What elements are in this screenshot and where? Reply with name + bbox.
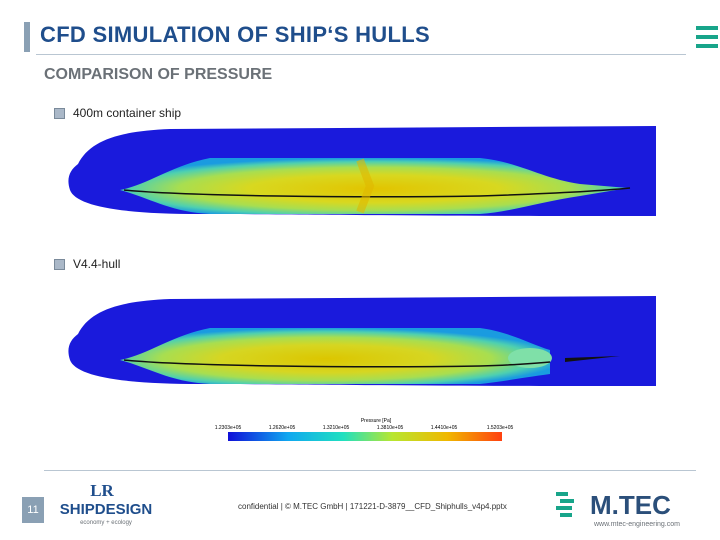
hull-1-pressure-plot: [68, 126, 656, 216]
bullet-hull-2: V4.4-hull: [54, 257, 120, 271]
legend-tick-4: 1.3810e+05: [377, 425, 404, 431]
page-title: CFD SIMULATION OF SHIP‘S HULLS: [40, 22, 430, 47]
legend-title: Pressure [Pa]: [361, 418, 392, 424]
svg-text:M.TEC: M.TEC: [590, 490, 671, 520]
legend-tick-5: 1.4410e+05: [431, 425, 458, 431]
bullet-hull-1: 400m container ship: [54, 106, 181, 120]
bullet-square-icon: [54, 107, 65, 119]
menu-icon[interactable]: [696, 26, 718, 53]
svg-text:LR: LR: [90, 481, 114, 500]
mtec-logo: M.TEC www.mtec-engineering.com: [556, 490, 680, 528]
hull-2-pressure-field: [120, 328, 550, 384]
page-number: 11: [22, 497, 44, 523]
bullet-hull-1-label: 400m container ship: [73, 106, 182, 120]
legend-tick-1: 1.2303e+05: [215, 425, 242, 431]
title-divider: [36, 54, 686, 55]
bullet-square-icon: [54, 258, 65, 270]
footer-divider: [44, 470, 696, 471]
pressure-legend: Pressure [Pa] 1.2303e+05 1.2620e+05 1.32…: [215, 418, 514, 441]
title-accent-bar: [24, 22, 30, 52]
svg-text:www.mtec-engineering.com: www.mtec-engineering.com: [593, 521, 680, 528]
hull-1-centerline: [356, 158, 375, 214]
legend-tick-2: 1.2620e+05: [269, 425, 296, 431]
mtec-emblem-icon: [556, 492, 574, 517]
footer-text: confidential | © M.TEC GmbH | 171221-D-3…: [238, 502, 507, 511]
hull-2-waterline: [123, 359, 551, 368]
legend-tick-6: 1.5203e+05: [487, 425, 514, 431]
legend-color-bar: [228, 432, 502, 441]
lr-shipdesign-logo: LR SHIPDESIGN economy + ecology: [60, 481, 153, 526]
legend-tick-3: 1.3210e+05: [323, 425, 350, 431]
hull-1-waterline: [123, 187, 631, 198]
svg-text:SHIPDESIGN: SHIPDESIGN: [60, 501, 153, 518]
hull-2-pressure-plot: [68, 296, 656, 386]
hull-2-skeg: [565, 356, 620, 362]
section-subtitle: COMPARISON OF PRESSURE: [44, 66, 273, 83]
svg-text:economy + ecology: economy + ecology: [80, 520, 132, 526]
bullet-hull-2-label: V4.4-hull: [73, 257, 121, 271]
